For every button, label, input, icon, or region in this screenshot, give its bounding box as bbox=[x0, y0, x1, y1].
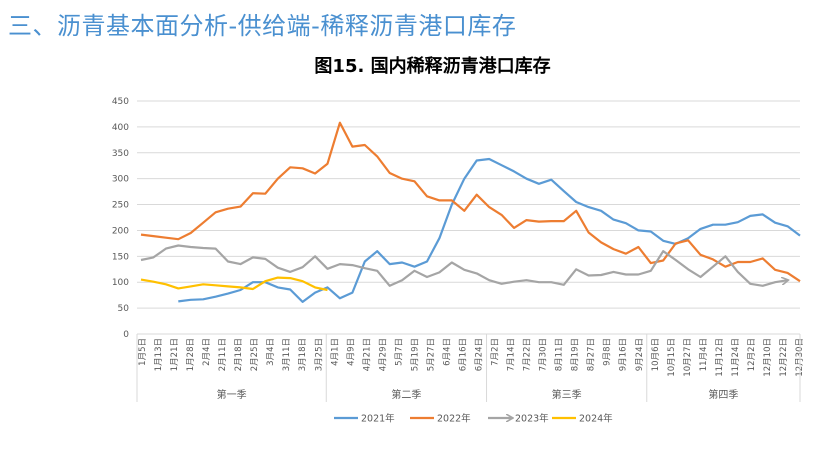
legend-label: 2021年 bbox=[361, 413, 395, 425]
legend-label: 2023年 bbox=[515, 413, 549, 425]
y-tick-label: 300 bbox=[112, 175, 129, 185]
x-tick-label: 10月6日 bbox=[651, 338, 661, 371]
x-tick-label: 6月16日 bbox=[458, 338, 468, 371]
x-tick-label: 8月27日 bbox=[587, 338, 597, 371]
x-tick-label: 11月4日 bbox=[699, 338, 709, 371]
y-tick-label: 50 bbox=[118, 304, 130, 314]
x-tick-label: 4月29日 bbox=[378, 338, 388, 371]
x-tick-label: 7月14日 bbox=[507, 338, 517, 371]
x-tick-label: 12月22日 bbox=[779, 338, 789, 377]
x-tick-label: 4月9日 bbox=[346, 338, 356, 366]
section-header: 三、沥青基本面分析-供给端-稀释沥青港口库存 bbox=[8, 12, 517, 40]
x-tick-label: 8月11日 bbox=[555, 338, 565, 371]
x-tick-label: 12月2日 bbox=[747, 338, 757, 371]
x-tick-label: 1月21日 bbox=[170, 338, 180, 371]
x-tick-label: 3月18日 bbox=[298, 338, 308, 371]
y-tick-label: 100 bbox=[112, 278, 129, 288]
x-tick-label: 5月19日 bbox=[410, 338, 420, 371]
x-tick-label: 2月18日 bbox=[234, 338, 244, 371]
y-tick-label: 350 bbox=[112, 149, 129, 159]
x-tick-label: 3月11日 bbox=[282, 338, 292, 371]
y-tick-label: 200 bbox=[112, 226, 129, 236]
x-tick-label: 6月4日 bbox=[442, 338, 452, 366]
x-tick-label: 1月5日 bbox=[138, 338, 148, 366]
x-tick-label: 7月2日 bbox=[491, 338, 501, 366]
x-tick-label: 1月28日 bbox=[186, 338, 196, 371]
x-tick-label: 4月1日 bbox=[330, 338, 340, 366]
x-tick-label: 3月25日 bbox=[314, 338, 324, 371]
y-tick-label: 0 bbox=[123, 330, 129, 340]
x-tick-label: 10月27日 bbox=[683, 338, 693, 377]
x-tick-label: 11月12日 bbox=[715, 338, 725, 377]
x-tick-label: 2月11日 bbox=[218, 338, 228, 371]
y-tick-label: 400 bbox=[112, 123, 129, 133]
x-tick-label: 4月21日 bbox=[362, 338, 372, 371]
series-line-2024 bbox=[140, 276, 328, 292]
series-line-2023 bbox=[140, 244, 788, 287]
x-tick-label: 5月27日 bbox=[426, 338, 436, 371]
x-tick-label: 9月16日 bbox=[619, 338, 629, 371]
chart-title: 图15. 国内稀释沥青港口库存 bbox=[314, 56, 551, 77]
x-tick-label: 2月25日 bbox=[250, 338, 260, 371]
quarter-label: 第一季 bbox=[217, 388, 247, 401]
x-tick-label: 5月7日 bbox=[394, 338, 404, 366]
quarter-label: 第二季 bbox=[391, 388, 421, 401]
legend-label: 2022年 bbox=[437, 413, 471, 425]
legend-label: 2024年 bbox=[579, 413, 613, 425]
x-tick-label: 11月24日 bbox=[731, 338, 741, 377]
x-tick-label: 12月10日 bbox=[763, 338, 773, 377]
y-tick-label: 450 bbox=[112, 97, 129, 107]
x-tick-label: 9月8日 bbox=[603, 338, 613, 366]
x-tick-label: 10月15日 bbox=[667, 338, 677, 377]
x-tick-label: 3月4日 bbox=[266, 338, 276, 366]
x-tick-label: 9月24日 bbox=[635, 338, 645, 371]
quarter-label: 第四季 bbox=[708, 388, 738, 401]
quarter-label: 第三季 bbox=[552, 388, 582, 401]
y-tick-label: 250 bbox=[112, 201, 129, 211]
y-tick-label: 150 bbox=[112, 252, 129, 262]
x-tick-label: 6月24日 bbox=[475, 338, 485, 371]
series-line-2021 bbox=[178, 157, 801, 303]
x-tick-label: 2月4日 bbox=[202, 338, 212, 366]
x-tick-label: 7月30日 bbox=[539, 338, 549, 371]
x-tick-label: 8月19日 bbox=[571, 338, 581, 371]
series-line-2022 bbox=[140, 121, 801, 283]
x-tick-label: 1月13日 bbox=[154, 338, 164, 371]
x-tick-label: 7月22日 bbox=[523, 338, 533, 371]
